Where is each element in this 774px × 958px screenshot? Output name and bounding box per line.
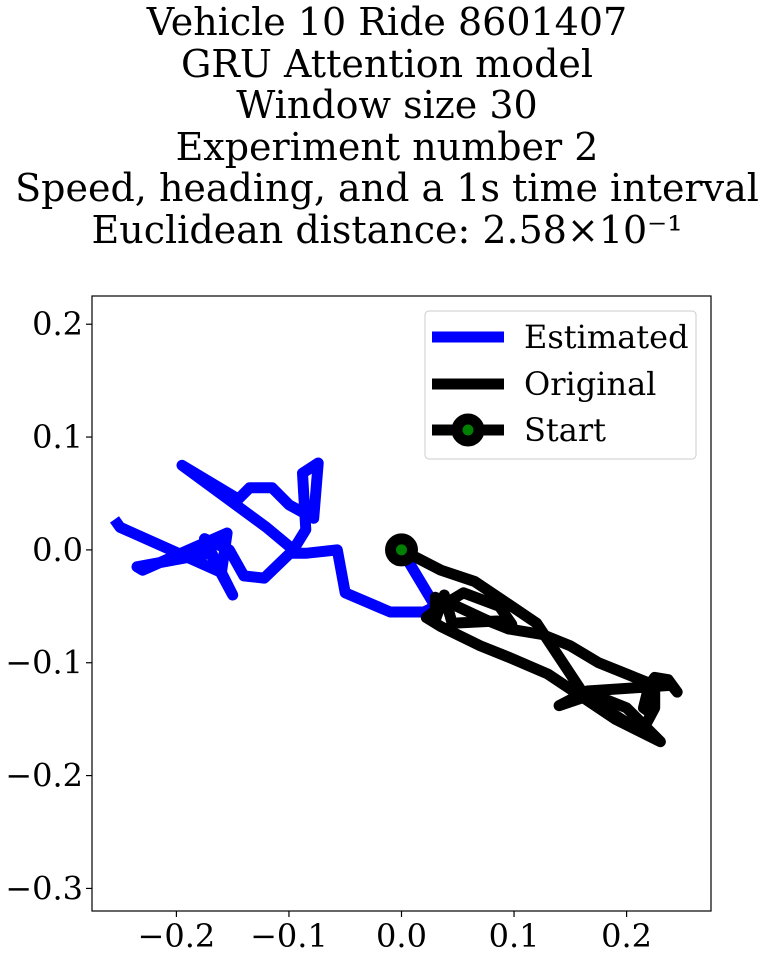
title-line-4: Experiment number 2 bbox=[175, 124, 599, 169]
series-line-original bbox=[398, 545, 683, 748]
x-tick-label: 0.1 bbox=[489, 917, 540, 955]
y-tick-label: 0.1 bbox=[32, 418, 83, 456]
title-line-6: Euclidean distance: 2.58×10⁻¹ bbox=[91, 207, 683, 252]
x-tick-label: −0.2 bbox=[138, 917, 216, 955]
legend-start-marker bbox=[451, 413, 485, 447]
x-axis: −0.2 −0.1 0.0 0.1 0.2 bbox=[138, 911, 652, 955]
y-tick-label: −0.2 bbox=[5, 757, 83, 795]
title-line-2: GRU Attention model bbox=[180, 41, 594, 86]
title-line-3: Window size 30 bbox=[236, 83, 538, 127]
y-tick-label: −0.1 bbox=[5, 644, 83, 682]
series-line-estimated bbox=[110, 457, 441, 618]
legend-label: Estimated bbox=[524, 318, 689, 356]
chart-title: Vehicle 10 Ride 8601407 GRU Attention mo… bbox=[0, 0, 774, 252]
x-tick-label: 0.2 bbox=[601, 917, 652, 955]
title-line-5: Speed, heading, and a 1s time interval bbox=[15, 166, 759, 210]
legend-box bbox=[424, 310, 697, 460]
x-tick-label: 0.0 bbox=[376, 917, 427, 955]
legend-label: Start bbox=[524, 411, 606, 449]
y-tick-label: −0.3 bbox=[5, 869, 83, 907]
y-tick-label: 0.2 bbox=[32, 305, 83, 343]
plot-lines bbox=[110, 457, 683, 748]
title-line-1: Vehicle 10 Ride 8601407 bbox=[146, 0, 628, 44]
x-tick-label: −0.1 bbox=[250, 917, 328, 955]
legend-label: Original bbox=[524, 365, 656, 403]
legend: Estimated Original Start bbox=[424, 310, 697, 460]
start-marker bbox=[385, 533, 418, 567]
y-axis: 0.2 0.1 0.0 −0.1 −0.2 −0.3 bbox=[5, 305, 92, 907]
y-tick-label: 0.0 bbox=[32, 531, 83, 569]
